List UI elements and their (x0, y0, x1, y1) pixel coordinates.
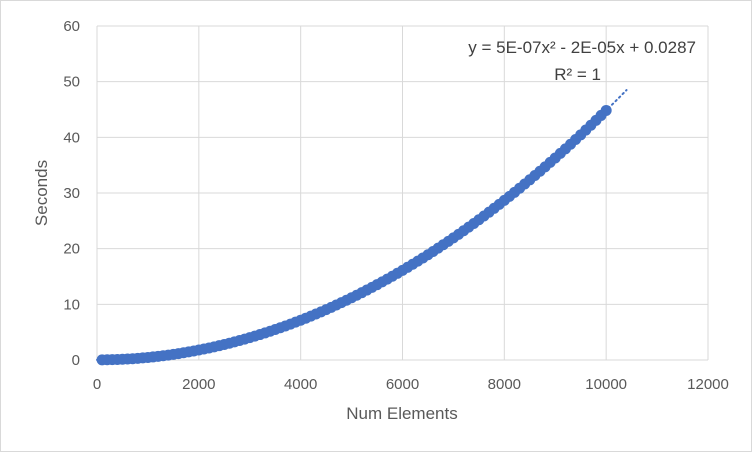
x-tick-label: 4000 (284, 376, 317, 393)
trendline-path (96, 89, 628, 361)
x-tick-label: 2000 (182, 376, 215, 393)
y-tick-label: 0 (72, 352, 80, 369)
gridlines (96, 25, 709, 361)
trendline-equation: y = 5E-07x² - 2E-05x + 0.0287 (468, 38, 696, 57)
x-tick-label: 6000 (386, 376, 419, 393)
x-tick-label: 8000 (488, 376, 521, 393)
trendline (96, 89, 628, 361)
x-tick-label: 10000 (585, 376, 627, 393)
trendline-r-squared: R² = 1 (554, 65, 601, 84)
y-tick-label: 40 (63, 129, 80, 146)
tick-labels: 0 2000 4000 6000 8000 10000 12000 0 10 20 30 40 50 60 (63, 18, 729, 393)
x-tick-label: 12000 (687, 376, 729, 393)
x-axis-title: Num Elements (346, 404, 457, 423)
y-tick-label: 20 (63, 241, 80, 258)
y-tick-label: 50 (63, 74, 80, 91)
y-tick-label: 10 (63, 296, 80, 313)
y-tick-label: 60 (63, 18, 80, 35)
data-point (600, 104, 612, 116)
y-axis-title: Seconds (32, 160, 51, 226)
data-points (96, 104, 612, 366)
y-tick-label: 30 (63, 185, 80, 202)
x-tick-label: 0 (93, 376, 101, 393)
